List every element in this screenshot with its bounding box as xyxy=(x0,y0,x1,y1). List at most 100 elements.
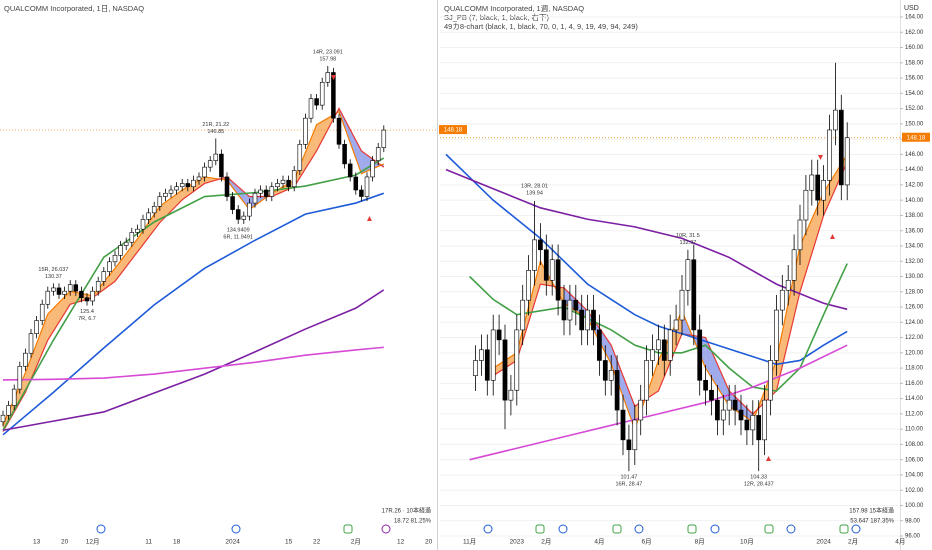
candle-body xyxy=(247,202,252,217)
x-tick-label: 12月 xyxy=(86,538,100,546)
pivot-label: 6R, 11.9491 xyxy=(223,234,253,240)
x-tick-label: 20 xyxy=(425,539,433,546)
candle-body xyxy=(196,176,202,181)
candle-body xyxy=(679,289,685,321)
pivot-label: 104.33 xyxy=(750,475,767,481)
event-icon[interactable] xyxy=(839,524,849,534)
candle-body xyxy=(235,209,241,220)
pivot-label: 21R, 21.22 xyxy=(202,122,229,128)
candle-body xyxy=(661,339,667,361)
candle-body xyxy=(202,166,207,178)
candle-body xyxy=(626,439,632,451)
event-icon[interactable] xyxy=(558,524,568,534)
candle-body xyxy=(213,153,219,161)
candle-body xyxy=(45,290,51,305)
y-tick-label: 142.00 xyxy=(905,182,924,188)
sell-marker xyxy=(818,155,823,160)
signal-markers xyxy=(331,75,835,461)
event-icon[interactable] xyxy=(687,524,697,534)
y-tick-label: 118.00 xyxy=(905,366,924,372)
x-tick-label: 2024 xyxy=(816,539,831,546)
candle-body xyxy=(280,179,286,184)
pivot-label: 15R, 26.037 xyxy=(38,267,68,273)
candle-body xyxy=(370,160,375,178)
event-icon[interactable] xyxy=(231,524,241,534)
stats-label: 18.72 81.25% xyxy=(394,519,432,525)
x-tick-label: 4月 xyxy=(594,538,604,546)
stats-label: 53.647 187.35% xyxy=(850,519,894,525)
candle-body xyxy=(73,284,79,292)
candle-body xyxy=(614,370,620,411)
candle-body xyxy=(555,259,561,301)
x-tick-label: 11月 xyxy=(463,538,476,546)
x-tick-label: 8月 xyxy=(695,538,705,546)
candle-body xyxy=(620,409,626,441)
event-icon[interactable] xyxy=(535,524,545,534)
candle-body xyxy=(191,179,196,188)
event-icon[interactable] xyxy=(710,524,720,534)
pivot-label: 125.4 xyxy=(80,309,94,315)
pivot-label: 12R, 28.437 xyxy=(744,482,774,488)
candle-body xyxy=(140,219,146,230)
candle-body xyxy=(84,297,90,302)
stats-label: 157.98 15本経過 xyxy=(849,507,894,515)
candle-body xyxy=(591,309,596,331)
candle-body xyxy=(381,129,387,148)
candle-body xyxy=(833,109,838,131)
candle-body xyxy=(502,339,508,401)
candle-body xyxy=(62,290,67,295)
event-icon[interactable] xyxy=(381,524,391,534)
event-icon[interactable] xyxy=(612,524,622,534)
y-tick-label: 144.00 xyxy=(905,167,924,173)
y-tick-label: 158.00 xyxy=(905,60,924,66)
y-tick-label: 160.00 xyxy=(905,45,924,51)
pivot-label: 157.98 xyxy=(319,56,336,62)
candle-body xyxy=(703,379,708,391)
candle-body xyxy=(359,189,364,197)
event-icon[interactable] xyxy=(483,524,493,534)
y-tick-label: 138.00 xyxy=(905,213,924,219)
event-icon[interactable] xyxy=(96,524,106,534)
indicator-label: 49カ8-chart (black, 1, black, 70, 0, 1, 4… xyxy=(444,22,638,31)
candle-body xyxy=(342,144,347,165)
candle-body xyxy=(543,249,549,281)
candle-body xyxy=(650,349,655,361)
y-tick-label: 104.00 xyxy=(905,473,924,479)
candle-body xyxy=(573,299,579,311)
buy-marker xyxy=(367,216,372,221)
candle-body xyxy=(785,280,791,291)
pivot-label: 101.47 xyxy=(620,475,637,481)
candle-body xyxy=(123,241,129,246)
y-tick-label: 130.00 xyxy=(905,274,924,280)
candle-body xyxy=(697,329,703,381)
candle-body xyxy=(168,189,174,194)
candle-body xyxy=(538,239,543,251)
pivot-label: 7R, 6.7 xyxy=(78,316,96,322)
candle-body xyxy=(146,212,151,220)
candle-body xyxy=(709,389,714,401)
candle-body xyxy=(774,309,779,361)
x-tick-label: 12 xyxy=(397,539,405,546)
sell-marker xyxy=(331,75,336,80)
y-tick-label: 116.00 xyxy=(905,381,924,387)
event-icon[interactable] xyxy=(343,524,353,534)
candle-body xyxy=(336,117,342,145)
event-icon[interactable] xyxy=(764,524,774,534)
candle-body xyxy=(549,259,555,281)
cloud-fill xyxy=(137,206,160,253)
event-icon[interactable] xyxy=(786,524,796,534)
candle-body xyxy=(809,174,815,191)
candle-body xyxy=(308,98,314,119)
candle-body xyxy=(673,319,679,331)
candle-body xyxy=(252,192,258,204)
event-icon[interactable] xyxy=(634,524,644,534)
candle-body xyxy=(638,399,644,421)
candle-body xyxy=(827,129,832,181)
event-icon[interactable] xyxy=(851,524,861,534)
candle-body xyxy=(473,360,478,377)
y-tick-label: 152.00 xyxy=(905,106,924,112)
last-price-tag xyxy=(439,125,467,135)
y-tick-label: 126.00 xyxy=(905,305,924,311)
candle-body xyxy=(750,415,756,431)
